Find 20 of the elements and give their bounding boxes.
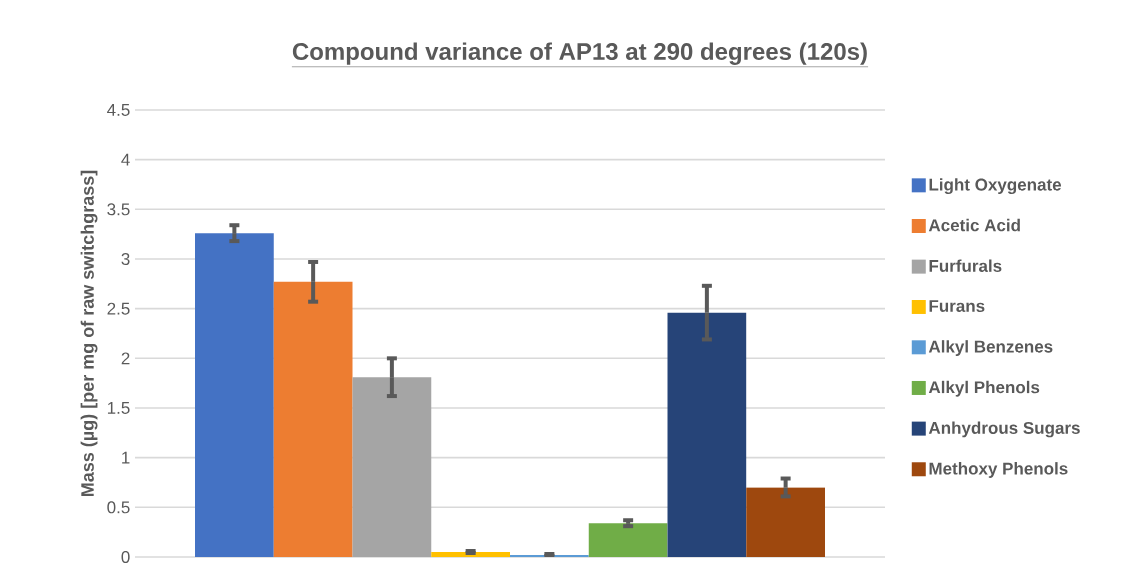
y-tick-label: 4 xyxy=(121,153,130,166)
y-tick-label: 4.5 xyxy=(107,104,130,116)
legend-label: Light Oxygenate xyxy=(929,178,1062,195)
y-tick-label: 0.5 xyxy=(107,501,130,514)
y-tick-label: 2 xyxy=(121,352,130,365)
y-axis-title: Mass (µg) [per mg of raw switchgrass] xyxy=(80,170,98,496)
legend-label: Alkyl Phenols xyxy=(928,380,1040,397)
legend-label: Anhydrous Sugars xyxy=(928,421,1080,438)
y-tick-label: 2.5 xyxy=(107,302,130,315)
legend-label: Acetic Acid xyxy=(928,218,1020,232)
y-tick-label: 3 xyxy=(121,252,130,266)
legend-label: Furans xyxy=(929,300,985,312)
y-tick-label: 1.5 xyxy=(107,402,130,414)
y-tick-label: 0 xyxy=(121,550,130,564)
legend-label: Alkyl Benzenes xyxy=(928,340,1053,357)
y-tick-label: 1 xyxy=(122,451,130,464)
legend-label: Furfurals xyxy=(929,259,1002,272)
y-tick-label: 3.5 xyxy=(107,203,130,216)
chart-title: Compound variance of AP13 at 290 degrees (120s) xyxy=(292,42,867,65)
legend-label: Methoxy Phenols xyxy=(929,462,1068,478)
